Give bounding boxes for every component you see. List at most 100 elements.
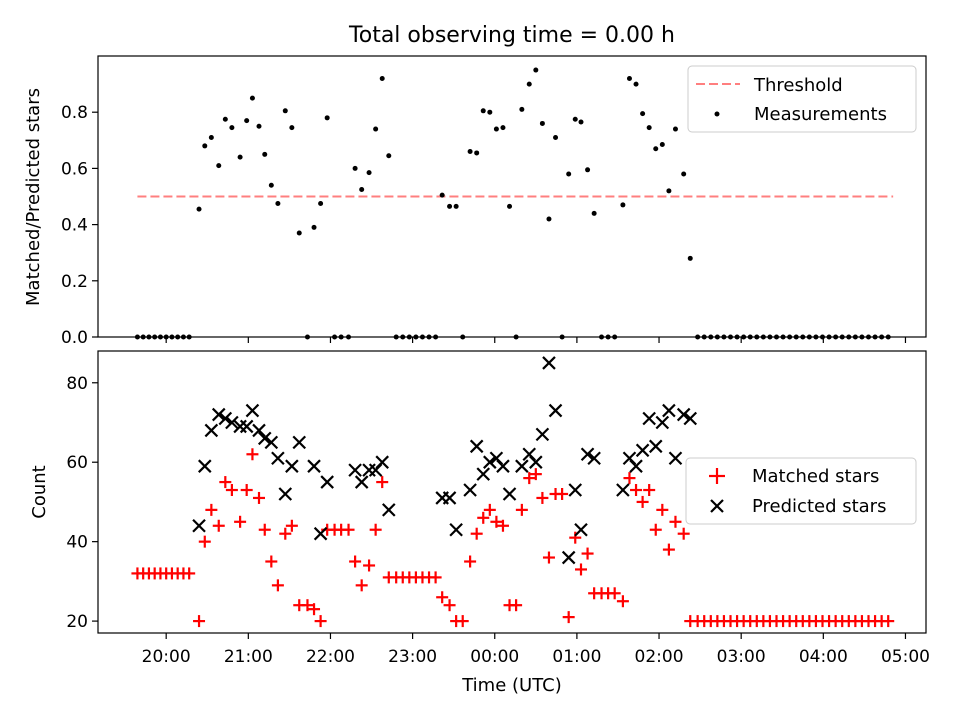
measurement-point	[813, 334, 819, 340]
measurement-point	[553, 134, 559, 140]
matched-star-point	[301, 599, 314, 612]
predicted-star-point	[271, 451, 285, 466]
measurement-point	[249, 95, 255, 101]
measurement-point	[359, 186, 365, 192]
x-tick-label: 00:00	[470, 647, 519, 667]
top-panel: 0.00.20.40.60.8 Matched/Predicted stars …	[23, 55, 927, 348]
x-tick-label: 03:00	[717, 647, 766, 667]
matched-star-point	[542, 551, 555, 564]
measurement-point	[366, 170, 372, 176]
bottom-y-tick-label: 80	[66, 374, 88, 394]
predicted-star-point	[483, 455, 497, 469]
measurement-point	[140, 334, 146, 340]
matched-star-point	[616, 595, 629, 608]
matched-star-point	[225, 484, 238, 497]
predicted-star-point	[211, 407, 226, 422]
matched-star-point	[656, 503, 669, 516]
measurement-point	[386, 153, 392, 159]
matched-star-point	[363, 559, 376, 572]
predicted-star-point	[285, 459, 299, 473]
matched-star-point	[279, 527, 292, 540]
predicted-star-point	[580, 447, 595, 462]
matched-star-point	[342, 523, 355, 536]
measurement-point	[474, 150, 480, 156]
measurement-point	[202, 143, 208, 149]
matched-star-point	[219, 476, 232, 489]
bottom-legend: Matched stars Predicted stars	[685, 457, 917, 525]
matched-star-point	[212, 519, 225, 532]
predicted-star-point	[442, 491, 457, 505]
predicted-star-point	[548, 403, 563, 418]
measurement-point	[806, 334, 812, 340]
predicted-star-point	[348, 463, 362, 477]
measurement-point	[640, 111, 646, 117]
measurement-point	[839, 334, 845, 340]
matched-star-point	[882, 615, 895, 628]
measurement-point	[433, 334, 439, 340]
predicted-star-point	[676, 407, 691, 422]
matched-star-point	[308, 603, 321, 616]
matched-star-point	[240, 484, 253, 497]
measurement-point	[599, 334, 605, 340]
predicted-star-point	[320, 475, 334, 489]
predicted-star-point	[568, 483, 583, 497]
bottom-y-tick-label: 40	[66, 533, 88, 553]
measurement-point	[820, 334, 825, 340]
measurement-point	[426, 334, 432, 340]
measurements-series	[134, 67, 891, 340]
predicted-star-point	[561, 550, 576, 565]
predicted-star-point	[529, 455, 543, 469]
measurement-point	[493, 126, 499, 132]
legend-measurements-label: Measurements	[754, 104, 887, 125]
measurement-point	[406, 334, 412, 340]
measurement-point	[282, 108, 288, 114]
top-y-tick-label: 0.2	[61, 272, 88, 292]
matched-star-point	[464, 555, 477, 568]
measurement-point	[767, 334, 773, 340]
predicted-star-point	[496, 459, 510, 473]
measurement-point	[237, 154, 243, 160]
legend-predicted-swatch	[710, 499, 724, 513]
matched-star-point	[193, 615, 206, 628]
predicted-star-point	[542, 356, 556, 370]
measurement-point	[229, 125, 235, 131]
predicted-star-point	[683, 411, 698, 426]
measurement-point	[393, 334, 399, 340]
x-tick-label: 20:00	[142, 647, 191, 667]
measurement-point	[332, 334, 338, 340]
matched-star-point	[623, 472, 636, 485]
predicted-star-point	[218, 411, 233, 426]
measurement-point	[256, 123, 262, 129]
measurement-point	[419, 334, 425, 340]
measurement-point	[708, 334, 714, 340]
measurement-point	[681, 171, 687, 177]
predicted-star-point	[574, 522, 588, 537]
measurement-point	[539, 120, 545, 126]
measurement-point	[180, 334, 186, 340]
matched-star-point	[470, 527, 483, 540]
matched-star-point	[376, 476, 389, 489]
measurement-point	[275, 201, 281, 207]
matched-star-point	[529, 468, 542, 481]
measurement-point	[208, 134, 214, 140]
predicted-star-point	[616, 483, 630, 497]
matched-star-point	[536, 491, 549, 504]
legend-matched-label: Matched stars	[752, 466, 879, 487]
matched-star-point	[496, 519, 509, 532]
x-tick-label: 23:00	[388, 647, 437, 667]
measurement-point	[338, 334, 344, 340]
bottom-y-tick-label: 60	[66, 453, 88, 473]
predicted-star-point	[257, 431, 272, 446]
x-tick-label: 05:00	[881, 647, 930, 667]
measurement-point	[439, 192, 445, 198]
predicted-star-point	[264, 435, 279, 450]
predicted-star-point	[469, 439, 484, 454]
measurement-point	[157, 334, 163, 340]
matched-star-point	[258, 523, 271, 536]
predicted-star-point	[642, 411, 656, 426]
measurement-point	[163, 334, 169, 340]
matched-star-point	[662, 543, 675, 556]
x-tick-label: 01:00	[552, 647, 601, 667]
measurement-point	[186, 334, 192, 340]
legend-predicted-label: Predicted stars	[752, 496, 886, 517]
